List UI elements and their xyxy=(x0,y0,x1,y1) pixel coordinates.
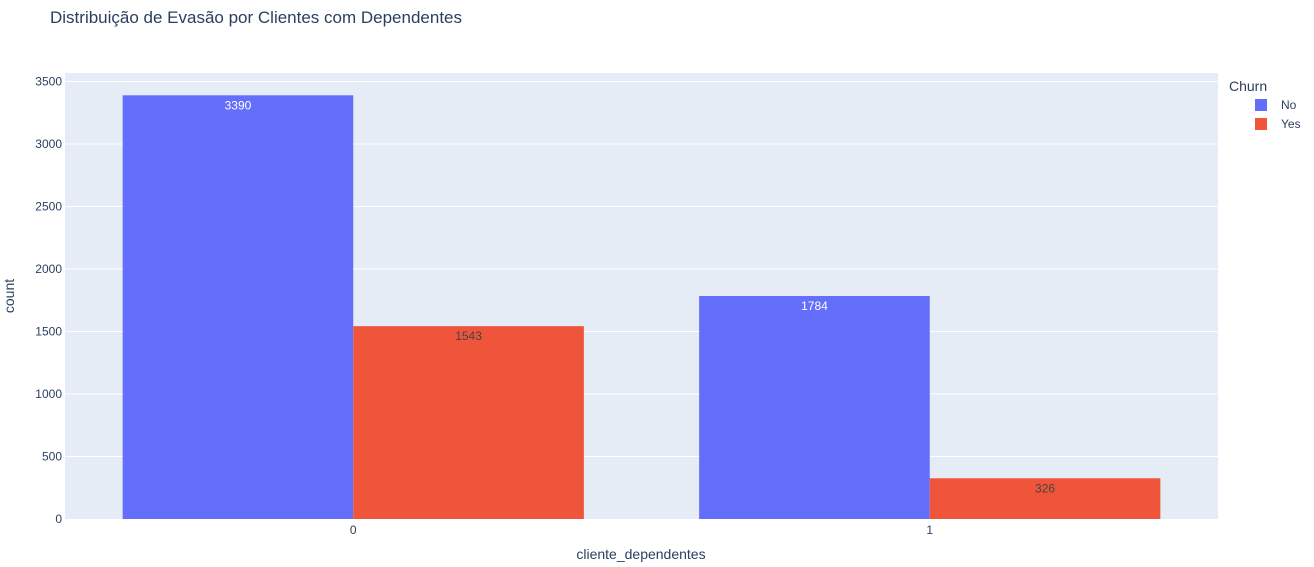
y-tick-label: 1500 xyxy=(35,325,62,339)
y-axis-title: count xyxy=(1,279,17,313)
bar-value-label: 326 xyxy=(1035,481,1055,495)
bar-value-label: 1784 xyxy=(801,299,828,313)
bar-value-label: 1543 xyxy=(455,329,482,343)
bar-yes-1[interactable] xyxy=(929,478,1161,519)
chart-title: Distribuição de Evasão por Clientes com … xyxy=(50,8,462,27)
legend-swatch-no[interactable] xyxy=(1255,99,1267,111)
bar-value-label: 3390 xyxy=(225,98,252,112)
legend-swatch-yes[interactable] xyxy=(1255,118,1267,130)
x-axis-title: cliente_dependentes xyxy=(576,546,705,562)
bar-no-1[interactable] xyxy=(699,296,930,519)
y-tick-label: 500 xyxy=(42,450,62,464)
bars xyxy=(122,95,1161,520)
bar-yes-0[interactable] xyxy=(353,326,584,519)
bar-no-0[interactable] xyxy=(122,95,354,520)
x-tick-label: 0 xyxy=(350,523,357,537)
legend[interactable]: Churn No Yes xyxy=(1229,78,1301,131)
x-tick-label: 1 xyxy=(926,523,933,537)
legend-label-yes[interactable]: Yes xyxy=(1281,117,1301,131)
legend-title: Churn xyxy=(1229,78,1267,94)
y-tick-label: 2000 xyxy=(35,262,62,276)
y-tick-label: 1000 xyxy=(35,387,62,401)
y-tick-label: 0 xyxy=(55,512,62,526)
bar-labels: 3390 1543 1784 326 xyxy=(225,98,1056,495)
y-tick-label: 3000 xyxy=(35,137,62,151)
y-tick-label: 2500 xyxy=(35,200,62,214)
y-tick-label: 3500 xyxy=(35,75,62,89)
y-axis-ticks: 0 500 1000 1500 2000 2500 3000 3500 xyxy=(35,75,62,526)
legend-label-no[interactable]: No xyxy=(1281,98,1297,112)
